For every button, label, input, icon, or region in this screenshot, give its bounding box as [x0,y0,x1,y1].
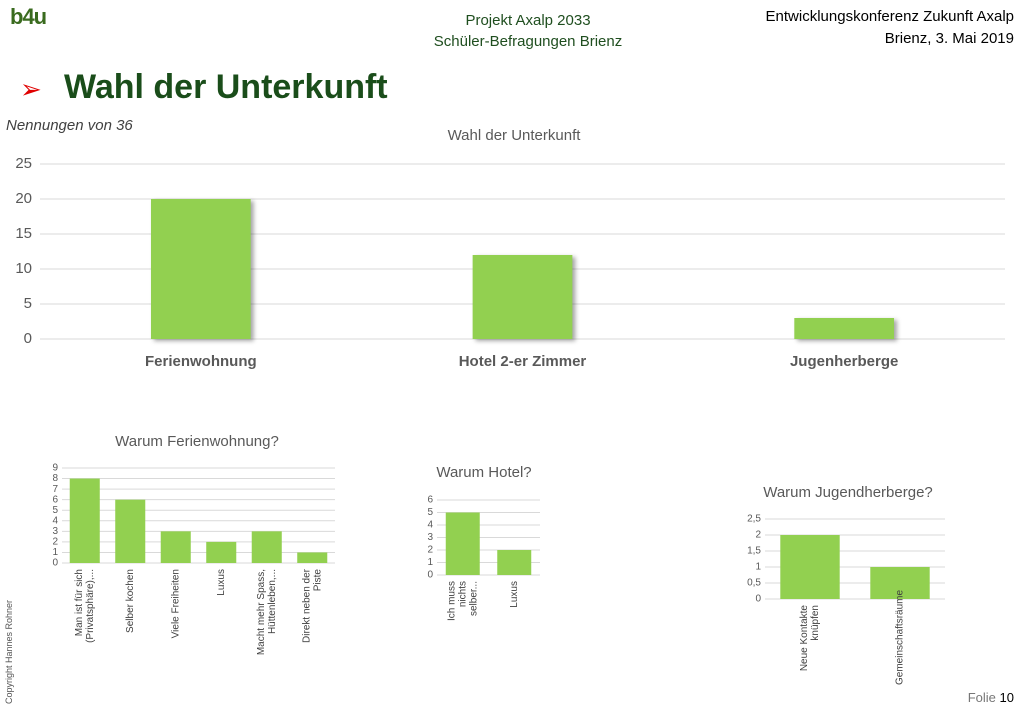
bullet-arrow: ➢ [20,74,42,104]
bar [870,567,930,599]
chart-title: Warum Hotel? [436,464,531,481]
x-tick-label: Direkt neben der Piste [301,569,324,643]
x-tick-label: Macht mehr Spass, Hüttenleben,... [255,569,278,656]
x-tick-label: Luxus [508,581,520,608]
y-tick-label: 5 [427,507,433,518]
y-tick-label: 1 [427,557,433,568]
y-tick-label: 0 [427,570,433,581]
bar [780,535,840,599]
bar [251,531,282,563]
y-tick-label: 15 [15,225,32,242]
bar [150,199,251,339]
y-tick-label: 1 [755,562,761,573]
y-tick-label: 4 [52,515,58,526]
y-tick-label: 9 [52,463,58,474]
x-tick-label: Ferienwohnung [145,353,257,370]
header-right: Entwicklungskonferenz Zukunft Axalp Brie… [766,6,1014,50]
bar [115,499,146,563]
y-tick-label: 25 [15,155,32,172]
logo: b4u [10,4,47,29]
x-tick-label: Man ist für sich (Privatsphäre),... [73,569,96,643]
y-tick-label: 2 [427,545,433,556]
y-tick-label: 5 [52,505,58,516]
bar [297,552,328,563]
chart-title: Wahl der Unterkunft [448,127,582,144]
x-tick-label: Viele Freiheiten [170,569,182,639]
y-tick-label: 0 [755,594,761,605]
y-tick-label: 0,5 [747,578,761,589]
bar [794,318,895,339]
y-tick-label: 6 [427,495,433,506]
y-tick-label: 2 [52,537,58,548]
footer: Folie 10 [968,690,1014,705]
y-tick-label: 8 [52,473,58,484]
x-tick-label: Luxus [215,569,227,596]
y-tick-label: 6 [52,494,58,505]
slide-title: Wahl der Unterkunft [64,68,388,106]
y-tick-label: 10 [15,260,32,277]
y-tick-label: 3 [52,526,58,537]
bar [206,541,237,563]
chart-title: Warum Jugendherberge? [763,484,933,501]
y-tick-label: 3 [427,532,433,543]
bar [472,255,573,339]
y-tick-label: 1,5 [747,546,761,557]
y-tick-label: 2 [755,530,761,541]
place-date: Brienz, 3. Mai 2019 [884,30,1014,47]
project: Projekt Axalp 2033 [465,12,591,29]
x-tick-label: Neue Kontakte knüpfen [799,605,821,672]
y-tick-label: 0 [52,558,58,569]
x-tick-label: Ich muss nichts selber... [446,581,480,622]
y-tick-label: 4 [427,520,433,531]
x-tick-label: Gemeinschaftsräume [894,589,906,685]
y-tick-label: 2,5 [747,514,761,525]
header-center: Projekt Axalp 2033 Schüler-Befragungen B… [380,10,676,52]
slide-number: 10 [999,690,1014,705]
bar [497,550,532,575]
event: Entwicklungskonferenz Zukunft Axalp [765,8,1014,25]
note: Nennungen von 36 [6,117,133,134]
x-tick-label: Hotel 2-er Zimmer [459,353,587,370]
bar [445,512,480,575]
y-tick-label: 20 [15,190,32,207]
y-tick-label: 0 [24,330,32,347]
footer-label: Folie [967,690,996,705]
y-tick-label: 7 [52,484,58,495]
bar [69,478,100,563]
y-tick-label: 1 [52,547,58,558]
survey: Schüler-Befragungen Brienz [433,33,623,50]
x-tick-label: Jugenherberge [790,353,898,370]
chart-title: Warum Ferienwohnung? [115,433,279,450]
x-tick-label: Selber kochen [124,569,136,633]
y-tick-label: 5 [24,295,32,312]
bar [160,531,191,563]
